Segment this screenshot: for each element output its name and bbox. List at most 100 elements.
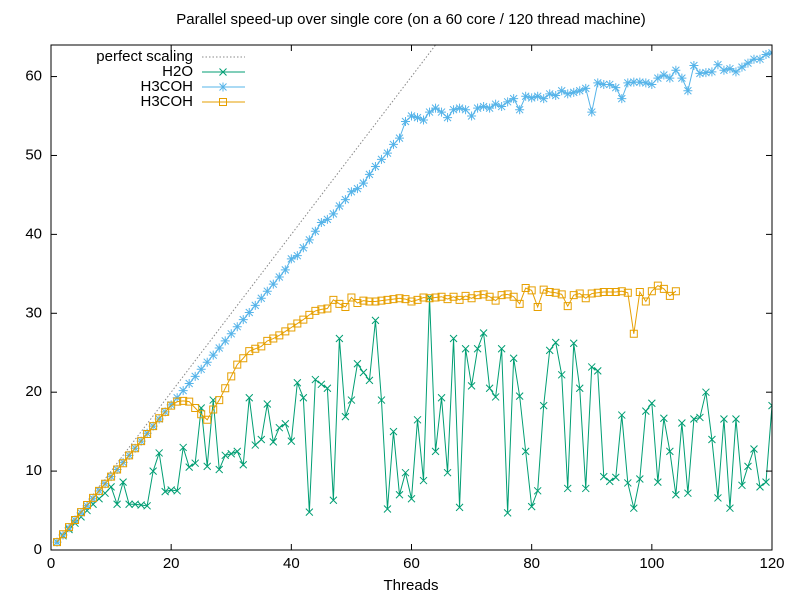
data-point <box>641 78 651 88</box>
data-point <box>629 77 639 87</box>
data-point <box>659 70 669 80</box>
data-point <box>287 437 296 445</box>
data-point <box>659 414 668 423</box>
data-point <box>323 384 332 393</box>
data-point <box>455 295 464 304</box>
data-point <box>726 504 734 513</box>
data-point <box>389 427 398 436</box>
data-point <box>756 483 764 491</box>
data-point <box>665 291 674 300</box>
data-point <box>641 407 650 415</box>
data-point <box>497 102 507 112</box>
data-point <box>533 302 542 311</box>
data-point <box>533 486 542 495</box>
data-point <box>401 468 410 477</box>
y-tick-label: 50 <box>25 146 42 163</box>
data-point <box>353 299 362 308</box>
data-point <box>143 430 152 439</box>
data-point <box>269 438 278 446</box>
data-point <box>623 479 632 487</box>
data-point <box>388 139 398 149</box>
data-point <box>605 477 614 486</box>
data-point <box>581 294 590 303</box>
data-point <box>173 486 182 495</box>
data-point <box>611 473 620 482</box>
data-point <box>59 530 68 539</box>
data-point <box>401 295 410 304</box>
data-point <box>707 67 717 77</box>
data-point <box>88 494 98 504</box>
data-point <box>545 287 554 296</box>
data-point <box>358 178 368 188</box>
data-point <box>437 292 446 301</box>
data-point <box>719 65 729 75</box>
data-point <box>527 286 536 295</box>
data-point <box>179 443 188 452</box>
data-point <box>755 54 765 64</box>
data-point <box>641 297 650 306</box>
data-point <box>635 287 644 296</box>
data-point <box>431 293 440 302</box>
data-point <box>575 86 585 96</box>
data-point <box>298 243 308 253</box>
data-point <box>377 296 386 305</box>
data-point <box>119 459 128 468</box>
data-point <box>443 295 452 304</box>
data-point <box>166 400 176 410</box>
data-point <box>761 49 771 59</box>
data-point <box>310 226 320 236</box>
data-point <box>359 296 368 305</box>
data-point <box>653 73 663 83</box>
legend-label: H2O <box>162 63 193 80</box>
data-point <box>467 111 477 121</box>
data-point <box>227 449 236 458</box>
data-point <box>268 279 278 289</box>
data-point <box>611 83 621 93</box>
data-point <box>593 367 602 375</box>
data-point <box>672 490 680 499</box>
data-point <box>713 60 723 70</box>
data-point <box>563 484 572 493</box>
x-tick-label: 20 <box>163 555 180 572</box>
data-point <box>95 486 104 495</box>
data-point <box>720 415 728 423</box>
data-point <box>214 343 224 353</box>
data-point <box>317 305 326 314</box>
data-point <box>551 288 560 297</box>
data-point <box>328 209 338 219</box>
x-tick-label: 100 <box>639 555 664 572</box>
data-point <box>281 419 290 428</box>
data-point <box>443 468 452 477</box>
data-point <box>545 346 554 355</box>
data-point <box>714 494 722 502</box>
data-point <box>539 285 548 294</box>
data-point <box>503 509 512 517</box>
data-point <box>677 73 687 83</box>
data-point <box>635 77 645 87</box>
data-point <box>521 91 531 101</box>
data-point <box>684 489 692 498</box>
data-point <box>690 415 698 423</box>
data-point <box>731 67 741 77</box>
data-point <box>161 407 170 416</box>
data-point <box>479 290 488 299</box>
data-point <box>437 393 446 402</box>
data-point <box>329 295 338 304</box>
legend-marker <box>218 82 228 92</box>
data-point <box>274 272 284 282</box>
data-point <box>437 107 447 117</box>
data-point <box>665 73 675 83</box>
data-point <box>497 291 506 300</box>
data-point <box>155 414 164 423</box>
chart-title: Parallel speed-up over single core (on a… <box>176 11 645 28</box>
data-point <box>101 479 110 488</box>
data-point <box>617 94 627 104</box>
data-point <box>521 284 530 293</box>
data-point <box>629 329 638 338</box>
data-point <box>425 294 434 303</box>
data-point <box>527 502 536 511</box>
data-point <box>425 107 435 117</box>
data-point <box>208 350 218 360</box>
data-point <box>322 214 332 224</box>
data-point <box>400 117 410 127</box>
